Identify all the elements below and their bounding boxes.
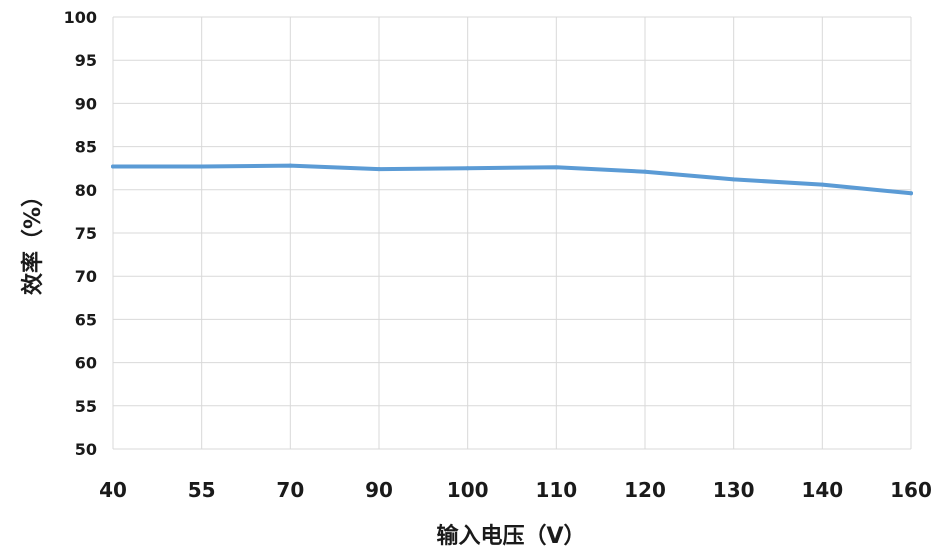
data-point [731,177,736,182]
y-tick-label: 85 [75,138,97,157]
x-tick-label: 70 [276,478,304,502]
x-tick-label: 100 [447,478,489,502]
y-tick-label: 75 [75,224,97,243]
data-point [643,169,647,174]
y-tick-label: 65 [75,310,97,329]
data-point [377,167,381,172]
x-tick-label: 110 [535,478,577,502]
data-point [465,166,470,171]
x-tick-label: 140 [801,478,843,502]
x-axis-title: 输入电压（V） [436,523,585,549]
y-tick-label: 50 [75,440,97,459]
y-tick-label: 55 [75,397,97,416]
x-tick-label: 55 [188,478,216,502]
y-tick-label: 60 [75,354,97,373]
x-tick-label: 120 [624,478,666,502]
x-tick-label: 160 [890,478,932,502]
data-point [111,164,115,169]
y-tick-label: 70 [75,267,97,286]
y-tick-label: 95 [75,51,97,70]
x-axis-ticks: 40 55 70 90 100 110 120 130 140 160 [99,478,932,502]
data-point [288,163,293,168]
series-line [111,163,913,196]
x-tick-label: 90 [365,478,393,502]
data-point [554,165,559,170]
y-axis-ticks: 50 55 60 65 70 75 80 85 90 95 100 [64,8,97,459]
y-tick-label: 100 [64,8,97,27]
y-tick-label: 80 [75,181,97,200]
y-axis-title: 效率（%） [20,185,46,295]
data-point [909,191,913,196]
y-tick-label: 90 [75,94,97,113]
x-tick-label: 130 [713,478,755,502]
x-tick-label: 40 [99,478,127,502]
grid [112,16,912,450]
data-point [199,164,204,169]
data-point [820,182,825,187]
series-layer [111,163,913,196]
